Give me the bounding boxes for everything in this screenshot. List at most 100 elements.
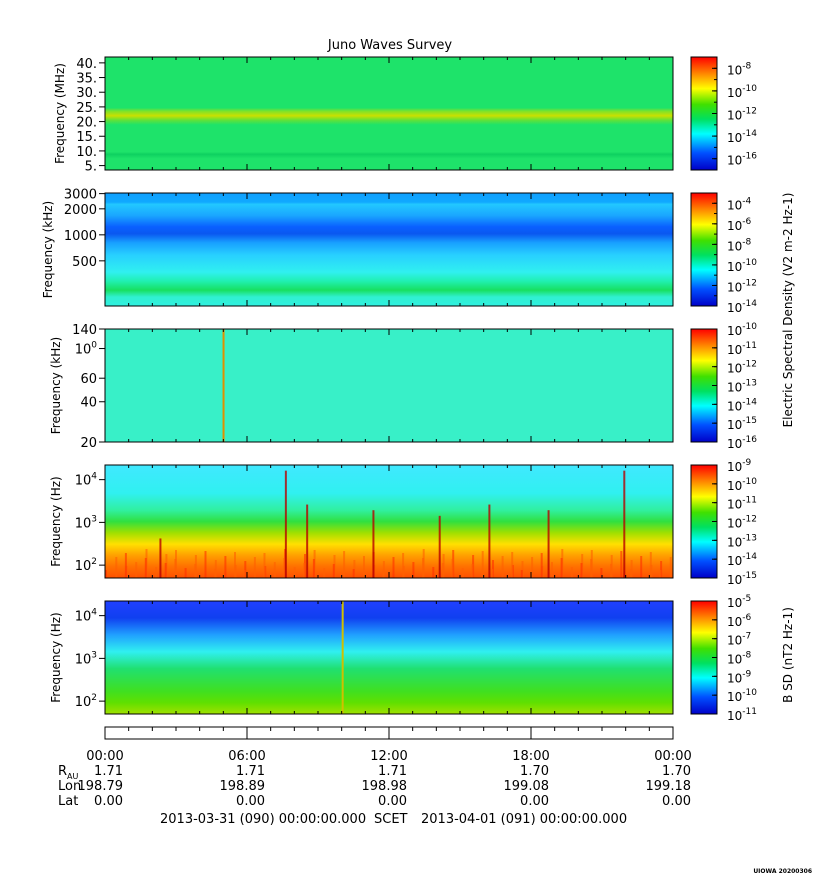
colorbar-tick-label: 10-13 (727, 533, 757, 549)
colorbar-label: Electric Spectral Density (V2 m-2 Hz-1) (781, 193, 795, 428)
spectral-burst (659, 570, 662, 578)
spectral-burst (649, 552, 652, 578)
y-tick-label: 103 (75, 650, 97, 667)
event-line (222, 329, 225, 442)
colorbar-tick-label: 10-10 (727, 258, 757, 274)
spectral-burst (412, 562, 415, 578)
colorbar-tick-label: 10-16 (727, 152, 757, 168)
colorbar-tick-label: 10-11 (727, 496, 757, 512)
x-time-label: 12:00 (370, 749, 407, 764)
ephem-value: 198.98 (362, 779, 408, 794)
y-tick-label: 104 (75, 472, 98, 489)
spectral-burst (105, 570, 107, 578)
colorbar-4: 10-9 10-10 10-11 10-12 10-13 10-14 10-15 (690, 458, 757, 587)
ephem-value: 1.70 (662, 764, 691, 779)
spectral-burst (204, 551, 207, 578)
spectral-burst (560, 558, 563, 578)
spectral-burst (164, 563, 167, 578)
spectral-burst (620, 551, 623, 578)
y-tick-label: 3000 (64, 188, 97, 203)
colorbar-tick-label: 10-8 (727, 237, 752, 253)
y-axis-label: Frequency (Hz) (49, 476, 63, 567)
spectral-burst (284, 470, 287, 578)
spectral-burst (438, 515, 441, 578)
y-tick-label: 102 (75, 693, 97, 710)
ephem-value: 0.00 (662, 794, 691, 809)
uiowa-stamp: UIOWA 20200306 (753, 868, 812, 875)
y-tick-label: 20 (80, 436, 97, 451)
spectrogram-image (105, 601, 673, 714)
y-tick-label: 30. (76, 86, 97, 101)
ephem-value: 198.79 (78, 779, 124, 794)
spectral-burst (144, 558, 147, 578)
spectrogram-image (105, 193, 673, 306)
spectrogram-image (105, 57, 673, 170)
colorbar-tick-label: 10-15 (727, 416, 757, 432)
spectral-burst (540, 553, 543, 578)
spectral-burst (488, 504, 491, 578)
spectral-burst (640, 556, 643, 578)
colorbar-tick-label: 10-5 (727, 594, 751, 610)
x-time-label: 18:00 (512, 749, 549, 764)
colorbar-tick-label: 10-12 (727, 515, 757, 531)
colorbar-tick-label: 10-12 (727, 278, 757, 294)
spectral-burst (352, 569, 355, 578)
colorbar-tick-label: 10-10 (727, 688, 757, 704)
y-tick-label: 20. (76, 116, 97, 131)
ephem-value: 1.71 (378, 764, 407, 779)
spectral-burst (669, 557, 672, 578)
y-tick-label: 1000 (64, 229, 97, 244)
y-tick-label: 102 (75, 557, 97, 574)
colorbar-tick-label: 10-13 (727, 379, 757, 395)
colorbar-5: 10-5 10-6 10-7 10-8 10-9 10-10 10-11 (690, 594, 757, 723)
spectral-burst (363, 556, 365, 578)
ephem-value: 1.71 (236, 764, 265, 779)
spectrogram-image (105, 465, 673, 578)
colorbar-tick-label: 10-4 (727, 196, 752, 212)
colorbar-tick-label: 10-14 (727, 129, 757, 145)
spectral-burst (491, 569, 494, 578)
colorbar-tick-label: 10-12 (727, 107, 757, 123)
colorbar-tick-label: 10-15 (727, 571, 757, 587)
colorbar-tick-label: 10-10 (727, 477, 757, 493)
colorbar-tick-label: 10-9 (727, 458, 752, 474)
spectrogram-panel-4: 104 103 102 Frequency (Hz) (49, 464, 674, 579)
y-axis-label: Frequency (Hz) (49, 612, 63, 703)
spectral-burst (547, 510, 550, 578)
ephem-value: 199.18 (646, 779, 692, 794)
spectral-burst (511, 552, 514, 578)
footer-start: 2013-03-31 (090) 00:00:00.000 (160, 812, 366, 827)
spectral-burst (273, 562, 276, 578)
ephem-value: 1.70 (520, 764, 549, 779)
spectral-burst (382, 570, 385, 578)
x-time-label: 00:00 (86, 749, 123, 764)
spectral-burst (174, 559, 177, 578)
y-tick-label: 100 (75, 341, 98, 358)
y-tick-label: 25. (76, 101, 97, 116)
spectral-burst (263, 553, 266, 578)
spectral-burst (501, 556, 504, 578)
spectral-burst (531, 557, 534, 578)
colorbar-tick-label: 10-12 (727, 360, 757, 376)
footer-frame: SCET (374, 812, 408, 827)
spectral-burst (392, 557, 395, 578)
footer-end: 2013-04-01 (091) 00:00:00.000 (421, 812, 627, 827)
spectral-burst (629, 569, 632, 578)
spectral-burst (570, 567, 573, 578)
spectral-burst (580, 563, 583, 578)
ephem-row-label: Lon (58, 779, 81, 794)
spectral-burst (243, 570, 246, 578)
spectral-burst (590, 559, 593, 578)
spectral-burst (194, 564, 197, 578)
spectral-burst (323, 568, 326, 578)
colorbar-tick-label: 10-6 (727, 217, 752, 233)
colorbar-tick-label: 10-8 (727, 61, 752, 77)
spectral-burst (234, 552, 236, 578)
y-axis-label: Frequency (MHz) (53, 63, 67, 164)
x-time-label: 00:00 (654, 749, 691, 764)
y-tick-label: 15. (76, 130, 97, 145)
spectral-burst (481, 551, 484, 578)
ephem-value: 198.89 (220, 779, 266, 794)
colorbar-tick-label: 10-9 (727, 669, 752, 685)
